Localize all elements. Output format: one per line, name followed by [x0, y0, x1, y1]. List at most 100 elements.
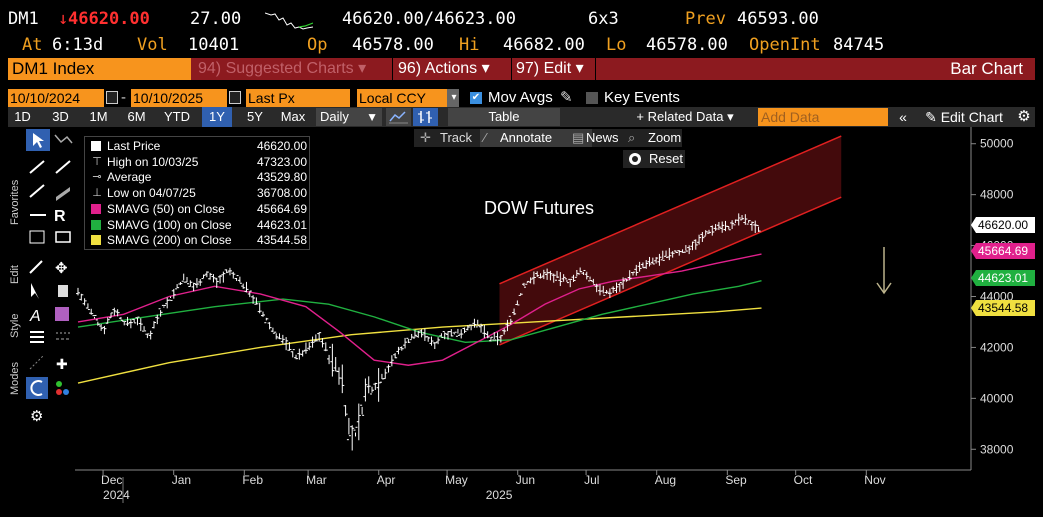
track-tool[interactable]: Track — [440, 130, 473, 145]
gear-icon[interactable]: ⚙ — [1017, 108, 1031, 125]
legend-row[interactable]: ⊸ Average 43529.80 — [85, 170, 311, 184]
period-1y[interactable]: 1Y — [202, 107, 232, 127]
zoom-tool[interactable]: Zoom — [648, 130, 682, 145]
y-tick-label: 38000 — [980, 442, 1014, 456]
magnifier-icon[interactable]: ⌕ — [628, 130, 636, 145]
fib-tool-icon[interactable] — [56, 187, 70, 201]
legend-value: 43544.58 — [256, 233, 307, 248]
mov-avgs-label: Mov Avgs — [488, 89, 553, 106]
y-tick-label: 40000 — [980, 391, 1014, 405]
chevron-down-icon[interactable]: ▾ — [447, 89, 459, 107]
frequency-select[interactable]: Daily ▼ — [316, 108, 382, 126]
crosshair-icon[interactable]: ✛ — [420, 130, 431, 145]
related-data-menu[interactable]: + Related Data ▾ — [636, 109, 734, 124]
period-3d[interactable]: 3D — [52, 109, 69, 124]
period-6m[interactable]: 6M — [127, 109, 146, 124]
legend-value: 44623.01 — [256, 217, 307, 232]
high-label: Hi — [459, 35, 480, 55]
period-ytd[interactable]: YTD — [164, 109, 190, 124]
rectangle-tool-icon[interactable] — [55, 231, 71, 243]
period-5y[interactable]: 5Y — [247, 109, 263, 124]
annotation-tool-icon[interactable] — [29, 230, 45, 244]
down-arrow-annotation[interactable] — [876, 247, 892, 295]
legend-row[interactable]: SMAVG (50) on Close 45664.69 — [85, 202, 311, 216]
key-events-checkbox[interactable] — [586, 92, 598, 104]
draw-tool-icon[interactable] — [29, 260, 43, 274]
text-tool-icon[interactable]: R — [54, 208, 66, 225]
reset-button[interactable]: Reset — [623, 150, 685, 168]
tab-modes[interactable]: Modes — [9, 361, 21, 395]
reset-icon-inner — [632, 156, 638, 162]
start-date-field[interactable]: 10/10/2024 — [8, 89, 104, 107]
calendar-icon[interactable] — [106, 91, 118, 104]
actions-menu[interactable]: 96) Actions ▾ — [398, 60, 490, 77]
period-1d[interactable]: 1D — [14, 109, 31, 124]
sma100-line — [77, 279, 762, 344]
drawing-tools[interactable]: R ✥ A ✚ ⚙ — [26, 129, 76, 429]
polyline-tool-icon[interactable] — [54, 134, 73, 144]
legend-row[interactable]: Last Price 46620.00 — [85, 139, 311, 153]
bar-chart-icon[interactable] — [413, 108, 438, 126]
end-date-field[interactable]: 10/10/2025 — [131, 89, 227, 107]
legend-row[interactable]: SMAVG (100) on Close 44623.01 — [85, 218, 311, 232]
price-tag-bg — [971, 243, 1035, 259]
ray-tool-icon[interactable] — [55, 160, 71, 174]
channel-fill — [499, 136, 842, 345]
select-tool-icon[interactable] — [31, 283, 39, 299]
price-bars — [76, 213, 761, 451]
y-tick-label: 48000 — [980, 188, 1014, 202]
legend-swatch — [91, 141, 101, 151]
channel-upper-line — [499, 135, 842, 285]
move-tool-icon[interactable]: ✥ — [55, 260, 68, 277]
x-tick-label: Aug — [655, 473, 676, 487]
currency-select[interactable]: Local CCY — [357, 89, 447, 107]
legend-value: 47323.00 — [256, 154, 307, 169]
period-1m[interactable]: 1M — [89, 109, 108, 124]
pencil-icon[interactable]: ✎ — [560, 89, 573, 106]
price-tag-bg — [971, 300, 1035, 316]
sma200-line — [77, 307, 762, 384]
crosshair-mode-icon[interactable] — [26, 377, 48, 399]
delete-tool-icon[interactable] — [58, 285, 68, 297]
collapse-icon[interactable]: « — [899, 109, 907, 125]
annotate-tool[interactable]: ⁄ Annotate — [480, 129, 592, 147]
volume: 10401 — [188, 35, 240, 55]
trendline-tool-icon[interactable] — [29, 160, 45, 174]
chart-annotation[interactable]: DOW Futures — [484, 198, 594, 218]
security-field[interactable]: DM1 Index — [8, 58, 191, 80]
news-icon[interactable]: ▤ — [572, 130, 585, 145]
line-chart-icon[interactable] — [386, 108, 411, 126]
edit-chart-button[interactable]: ✎ Edit Chart — [925, 109, 1003, 125]
chart-legend[interactable]: Last Price 46620.00 ⊤ High on 10/03/25 47323… — [84, 136, 310, 250]
suggested-charts-menu[interactable]: 94) Suggested Charts ▾ — [198, 60, 367, 77]
table-button[interactable]: Table — [448, 108, 560, 126]
price-chart[interactable]: 50000480004600044000420004000038000 DecJ… — [0, 127, 1043, 517]
field-select[interactable]: Last Px — [246, 89, 350, 107]
color-mode-icon[interactable] — [56, 381, 62, 387]
channel-tool-icon[interactable] — [29, 184, 45, 198]
period-toolbar: 1D 3D 1M 6M YTD 1Y 5Y Max Daily ▼ Table … — [8, 107, 1035, 127]
calendar-icon[interactable] — [229, 91, 241, 104]
dashed-tool-icon[interactable] — [29, 354, 45, 370]
line-tool-icon: ⁄ — [484, 130, 487, 145]
font-tool-icon[interactable]: A — [29, 308, 41, 325]
period-max[interactable]: Max — [280, 109, 306, 124]
legend-row[interactable]: ⊥ Low on 04/07/25 36708.00 — [85, 186, 311, 200]
edit-menu[interactable]: 97) Edit ▾ — [516, 60, 584, 77]
tab-edit[interactable]: Edit — [9, 265, 21, 285]
net-change: 27.00 — [190, 9, 242, 29]
tab-favorites[interactable]: Favorites — [9, 179, 21, 225]
settings-gear-icon[interactable]: ⚙ — [30, 408, 43, 425]
add-data-input[interactable]: Add Data — [758, 108, 888, 126]
tab-style[interactable]: Style — [9, 313, 21, 339]
mov-avgs-checkbox[interactable]: ✔ — [470, 92, 482, 104]
divider — [595, 58, 596, 80]
color-tool-icon[interactable] — [55, 307, 69, 321]
low-price: 46578.00 — [646, 35, 728, 55]
legend-row[interactable]: SMAVG (200) on Close 43544.58 — [85, 233, 311, 247]
legend-row[interactable]: ⊤ High on 10/03/25 47323.00 — [85, 155, 311, 169]
date-dash: - — [121, 89, 126, 106]
divider — [511, 58, 512, 80]
news-tool[interactable]: News — [586, 130, 619, 145]
pin-tool-icon[interactable]: ✚ — [56, 356, 68, 372]
